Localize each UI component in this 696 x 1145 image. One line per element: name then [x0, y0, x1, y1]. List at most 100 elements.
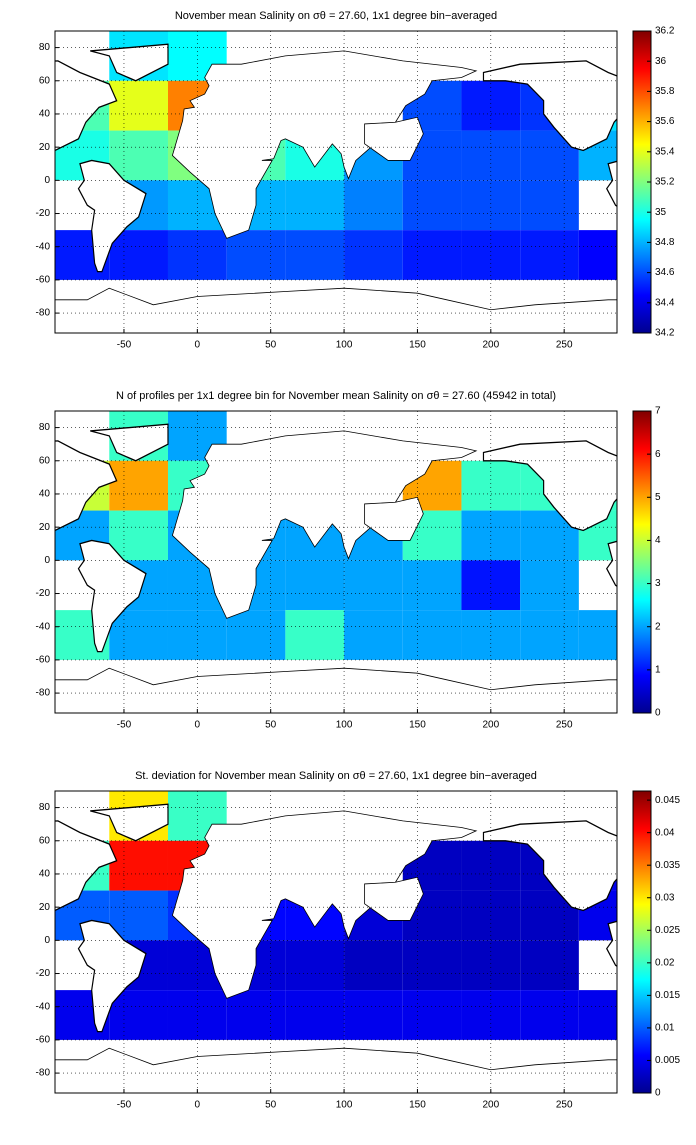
- y-tick-label: 80: [39, 422, 51, 433]
- x-tick-label: -50: [117, 720, 132, 731]
- colorbar-tick-label: 1: [655, 664, 661, 675]
- colorbar-tick-label: 0: [655, 708, 661, 719]
- colorbar-tick-label: 0.005: [655, 1055, 680, 1066]
- data-cell: [285, 180, 345, 231]
- y-tick-label: -60: [36, 275, 51, 286]
- x-tick-label: 250: [556, 340, 573, 351]
- colorbar: [632, 410, 652, 714]
- coastlines: [55, 43, 617, 333]
- continent: [365, 117, 424, 160]
- x-tick-label: 150: [409, 720, 426, 731]
- colorbar-tick-label: 34.8: [655, 237, 675, 248]
- colorbar-tick-label: 35.8: [655, 86, 675, 97]
- colorbar-tick-label: 0.03: [655, 892, 675, 903]
- coastlines: [55, 803, 617, 1093]
- data-cell: [402, 180, 462, 231]
- colorbar-tick-label: 35.4: [655, 146, 675, 157]
- data-cell: [109, 510, 168, 561]
- y-tick-label: 60: [39, 75, 51, 86]
- data-cell: [109, 890, 168, 941]
- y-tick-label: 40: [39, 109, 51, 120]
- y-tick-label: -80: [36, 308, 51, 319]
- plot-frame: [54, 410, 618, 714]
- plot-frame: [54, 30, 618, 334]
- data-cell: [109, 80, 168, 131]
- y-tick-label: -80: [36, 1068, 51, 1079]
- colorbar-tick-label: 34.4: [655, 297, 675, 308]
- colorbar-tick-label: 35.6: [655, 116, 675, 127]
- data-cell: [520, 940, 579, 991]
- data-cell: [461, 840, 521, 891]
- data-cell: [285, 940, 345, 991]
- y-tick-label: 0: [44, 555, 50, 566]
- colorbar-tick-label: 2: [655, 621, 661, 632]
- y-tick-label: 0: [44, 935, 50, 946]
- data-cell: [402, 560, 462, 611]
- x-tick-label: 200: [482, 1100, 499, 1111]
- colorbar-tick-label: 0.015: [655, 990, 680, 1001]
- x-tick-label: -50: [117, 340, 132, 351]
- data-cell: [578, 610, 617, 660]
- data-cell: [402, 940, 462, 991]
- y-tick-label: 60: [39, 455, 51, 466]
- continent: [55, 668, 617, 713]
- continent: [365, 877, 424, 920]
- data-cell: [520, 560, 579, 611]
- data-cell: [285, 230, 345, 280]
- chart-title: N of profiles per 1x1 degree bin for Nov…: [116, 390, 556, 402]
- data-cell: [109, 230, 168, 280]
- colorbar-tick-label: 7: [655, 406, 661, 417]
- data-cell: [402, 990, 462, 1040]
- plot-frame: [54, 790, 618, 1094]
- y-tick-label: -40: [36, 241, 51, 252]
- colorbar-tick-label: 0.035: [655, 860, 680, 871]
- data-cell: [402, 610, 462, 660]
- map-panel: November mean Salinity on σθ = 27.60, 1x…: [36, 10, 675, 351]
- colorbar-tick-label: 0.04: [655, 827, 675, 838]
- data-cell: [578, 990, 617, 1040]
- y-tick-label: -20: [36, 588, 51, 599]
- colorbar-tick-label: 34.6: [655, 267, 675, 278]
- data-cell: [226, 990, 286, 1040]
- y-tick-label: 80: [39, 802, 51, 813]
- x-tick-label: 100: [336, 1100, 353, 1111]
- x-tick-label: 50: [265, 1100, 277, 1111]
- data-cell: [285, 560, 345, 611]
- y-tick-label: 0: [44, 175, 50, 186]
- data-cell: [285, 990, 345, 1040]
- chart-title: November mean Salinity on σθ = 27.60, 1x…: [175, 10, 497, 22]
- x-tick-label: 150: [409, 1100, 426, 1111]
- data-cell: [344, 560, 403, 611]
- colorbar-tick-label: 3: [655, 578, 661, 589]
- map-panel: St. deviation for November mean Salinity…: [36, 770, 681, 1111]
- colorbar-tick-label: 6: [655, 449, 661, 460]
- data-cell: [461, 180, 521, 231]
- coastlines: [55, 423, 617, 713]
- colorbar-tick-label: 36: [655, 56, 667, 67]
- x-tick-label: 200: [482, 720, 499, 731]
- y-tick-label: -40: [36, 1001, 51, 1012]
- data-cell: [520, 180, 579, 231]
- chart-title: St. deviation for November mean Salinity…: [135, 770, 537, 782]
- y-tick-label: -60: [36, 655, 51, 666]
- data-cell: [344, 610, 403, 660]
- data-cell: [109, 610, 168, 660]
- data-cell: [226, 230, 286, 280]
- plot-area: [55, 31, 617, 333]
- data-cell: [285, 610, 345, 660]
- plot-area: [55, 411, 617, 713]
- x-tick-label: 150: [409, 340, 426, 351]
- colorbar: [632, 790, 652, 1094]
- data-cell: [344, 990, 403, 1040]
- y-tick-label: 60: [39, 835, 51, 846]
- y-tick-label: 20: [39, 902, 51, 913]
- x-tick-label: 250: [556, 720, 573, 731]
- colorbar-tick-label: 4: [655, 535, 661, 546]
- colorbar-tick-label: 35: [655, 207, 667, 218]
- data-cell: [344, 940, 403, 991]
- colorbar-tick-label: 34.2: [655, 328, 675, 339]
- colorbar-tick-label: 0: [655, 1088, 661, 1099]
- x-tick-label: 200: [482, 340, 499, 351]
- x-tick-label: 100: [336, 340, 353, 351]
